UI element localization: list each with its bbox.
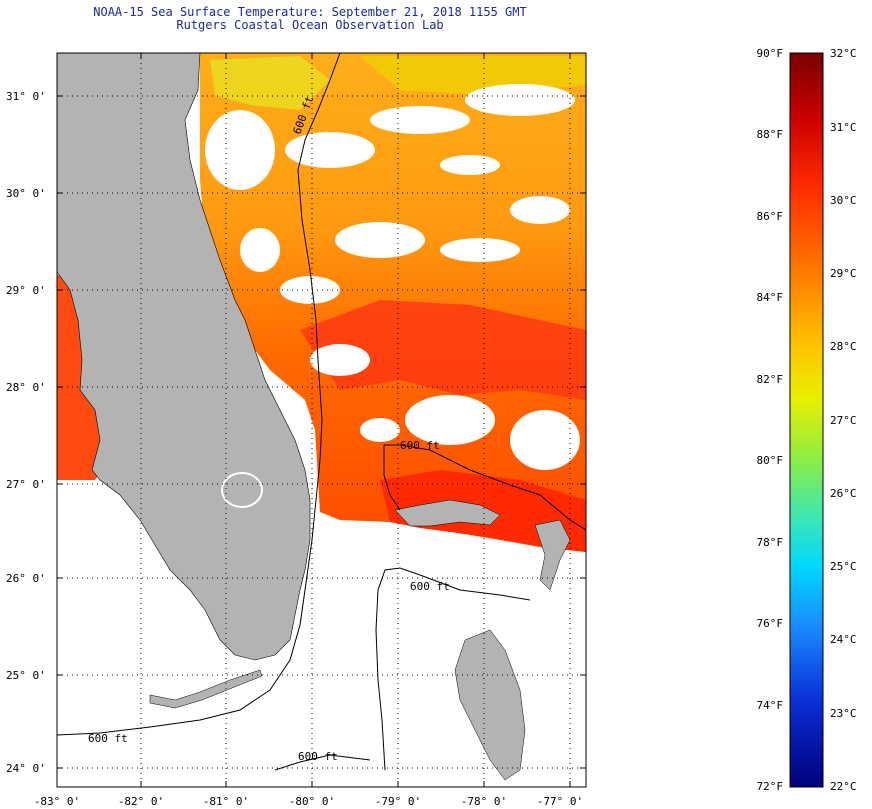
lon-label: -79° 0' xyxy=(375,795,421,808)
f-label: 74°F xyxy=(757,699,784,712)
c-label: 25°C xyxy=(830,560,857,573)
lat-label: 27° 0' xyxy=(6,478,46,491)
c-label: 31°C xyxy=(830,121,857,134)
f-label: 84°F xyxy=(757,291,784,304)
map-title: NOAA-15 Sea Surface Temperature: Septemb… xyxy=(93,5,527,19)
florida-land xyxy=(57,53,311,661)
c-label: 27°C xyxy=(830,414,857,427)
grand-bahama xyxy=(394,499,501,527)
f-label: 76°F xyxy=(757,617,784,630)
lon-label: -77° 0' xyxy=(537,795,583,808)
contour-label: 600 ft xyxy=(410,580,450,593)
lat-label: 30° 0' xyxy=(6,187,46,200)
lat-label: 24° 0' xyxy=(6,762,46,775)
celsius-scale: 32°C 31°C 30°C 29°C 28°C 27°C 26°C 25°C … xyxy=(830,47,857,793)
sst-hot-band xyxy=(300,300,586,400)
abaco xyxy=(534,519,571,591)
lat-label: 26° 0' xyxy=(6,572,46,585)
f-label: 78°F xyxy=(757,536,784,549)
c-label: 22°C xyxy=(830,780,857,793)
f-label: 82°F xyxy=(757,373,784,386)
graticule xyxy=(57,53,586,787)
lat-label: 28° 0' xyxy=(6,381,46,394)
c-label: 29°C xyxy=(830,267,857,280)
f-label: 80°F xyxy=(757,454,784,467)
sst-cool-patch xyxy=(210,56,330,110)
lat-label: 29° 0' xyxy=(6,284,46,297)
c-label: 30°C xyxy=(830,194,857,207)
fahrenheit-scale: 90°F 88°F 86°F 84°F 82°F 80°F 78°F 76°F … xyxy=(757,47,784,793)
f-label: 86°F xyxy=(757,210,784,223)
lon-label: -82° 0' xyxy=(118,795,164,808)
c-label: 23°C xyxy=(830,707,857,720)
colorbar xyxy=(789,52,824,788)
contour-label: 600 ft xyxy=(400,439,440,452)
c-label: 32°C xyxy=(830,47,857,60)
andros xyxy=(454,629,526,781)
lon-label: -81° 0' xyxy=(203,795,249,808)
contour-label: 600 ft xyxy=(298,750,338,763)
f-label: 88°F xyxy=(757,128,784,141)
f-label: 72°F xyxy=(757,780,784,793)
lon-label: -78° 0' xyxy=(461,795,507,808)
cloud-mask xyxy=(205,84,580,470)
plot-frame xyxy=(56,52,587,788)
c-label: 24°C xyxy=(830,633,857,646)
keys xyxy=(149,669,263,709)
axis-ticks xyxy=(57,53,586,787)
c-label: 28°C xyxy=(830,340,857,353)
lat-label: 31° 0' xyxy=(6,90,46,103)
contour-label: 600 ft xyxy=(88,732,128,745)
lon-label: -83° 0' xyxy=(34,795,80,808)
c-label: 26°C xyxy=(830,487,857,500)
lon-label: -80° 0' xyxy=(289,795,335,808)
lat-label: 25° 0' xyxy=(6,669,46,682)
map-subtitle: Rutgers Coastal Ocean Observation Lab xyxy=(176,18,444,32)
f-label: 90°F xyxy=(757,47,784,60)
